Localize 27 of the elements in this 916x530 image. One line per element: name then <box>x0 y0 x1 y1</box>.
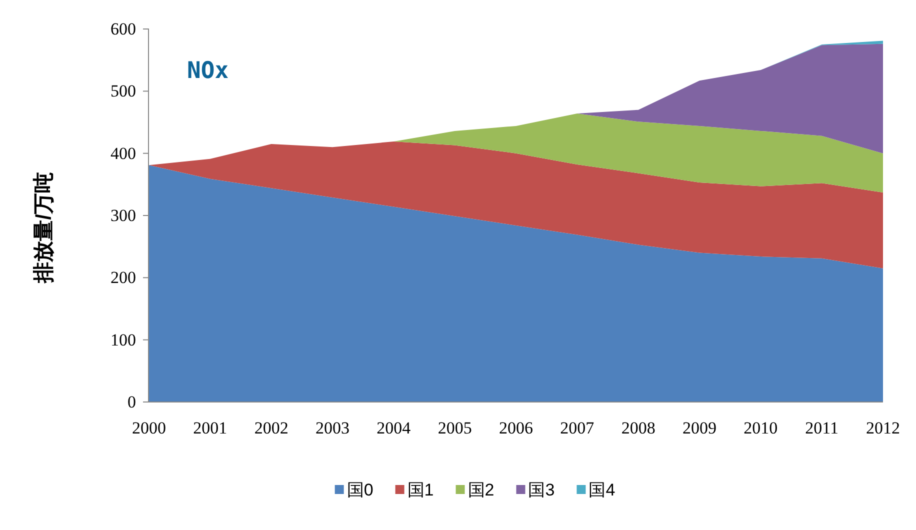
y-axis-title: 排放量/万吨 <box>32 172 56 284</box>
x-tick-label: 2000 <box>132 418 166 438</box>
x-tick-label: 2010 <box>744 418 778 438</box>
x-tick-label: 2011 <box>805 418 839 438</box>
text: NOx <box>187 58 229 84</box>
legend-label: 国0 <box>346 480 374 500</box>
legend-label: 国1 <box>407 480 434 500</box>
y-tick-label: 300 <box>110 206 136 225</box>
y-tick-label: 200 <box>110 268 136 288</box>
legend-label: 国2 <box>468 480 494 500</box>
x-tick-label: 2008 <box>621 418 656 438</box>
y-tick-label: 0 <box>128 392 136 412</box>
y-tick-label: 400 <box>110 144 136 163</box>
x-tick-label: 2004 <box>376 418 412 438</box>
y-tick-label: 100 <box>110 330 136 350</box>
y-tick-label: 500 <box>110 82 136 101</box>
x-tick-label: 2006 <box>499 418 533 438</box>
x-tick-label: 2005 <box>438 418 472 438</box>
legend-label: 国4 <box>588 480 616 500</box>
x-tick-label: 2003 <box>316 418 350 438</box>
y-tick-label: 600 <box>110 20 136 38</box>
x-tick-label: 2009 <box>682 418 716 438</box>
x-tick-label: 2012 <box>866 418 900 438</box>
x-tick-label: 2007 <box>560 418 595 438</box>
legend-label: 国3 <box>528 480 555 500</box>
x-tick-label: 2002 <box>254 418 288 438</box>
x-tick-label: 2001 <box>193 418 228 438</box>
